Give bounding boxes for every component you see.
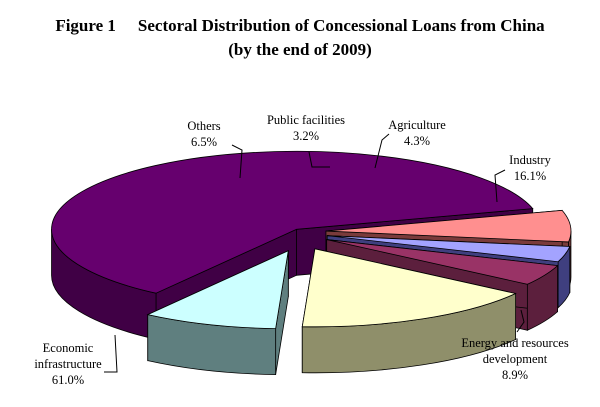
title-text: Sectoral Distribution of Concessional Lo… <box>137 16 545 35</box>
chart-title: Figure 1 Sectoral Distribution of Concess… <box>0 14 600 62</box>
title-line-1: Figure 1 Sectoral Distribution of Concess… <box>0 14 600 38</box>
pie-slice-industry <box>301 248 517 328</box>
pie-slice-others <box>325 209 572 243</box>
slice-label-5: Energy and resources development 8.9% <box>461 336 569 382</box>
leader-line-2 <box>308 151 330 168</box>
slice-value-3: 4.3% <box>404 134 430 148</box>
leader-line-3 <box>374 133 390 169</box>
slice-value-5: 8.9% <box>502 368 528 382</box>
pie-slice-energy-and-resources-development <box>146 250 289 330</box>
slice-value-2: 3.2% <box>293 129 319 143</box>
slice-label-1: Others 6.5% <box>187 119 220 149</box>
pie-slice-agriculture <box>326 239 559 285</box>
leader-lines <box>104 133 525 373</box>
slice-value-4: 16.1% <box>514 169 546 183</box>
slice-label-2: Public facilities 3.2% <box>267 113 345 143</box>
slice-labels: Economic infrastructure 61.0% Others 6.5% Pub… <box>34 113 568 387</box>
slice-label-3: Agriculture 4.3% <box>388 118 446 148</box>
title-line-2: (by the end of 2009) <box>228 40 372 59</box>
leader-line-0 <box>104 334 118 373</box>
slice-top-layer <box>51 150 572 330</box>
slice-value-0: 61.0% <box>52 373 84 387</box>
slice-label-0: Economic infrastructure 61.0% <box>34 341 102 387</box>
leader-line-4 <box>494 169 506 203</box>
leader-line-5 <box>516 309 525 333</box>
slice-value-1: 6.5% <box>191 135 217 149</box>
pie-slice-public-facilities <box>327 235 571 263</box>
pie-slice-economic-infrastructure <box>51 150 534 294</box>
figure-label: Figure 1 <box>55 16 116 35</box>
slice-label-4: Industry 16.1% <box>509 153 551 183</box>
leader-line-1 <box>231 144 243 179</box>
